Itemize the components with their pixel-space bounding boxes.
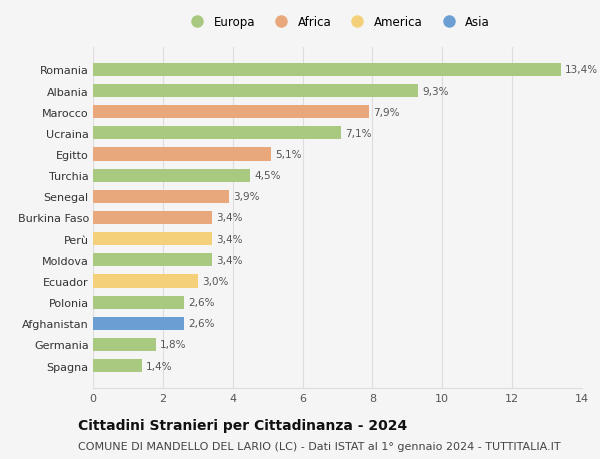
- Text: 3,4%: 3,4%: [216, 234, 242, 244]
- Text: 7,9%: 7,9%: [373, 107, 400, 118]
- Bar: [93, 254, 212, 267]
- Bar: [93, 359, 142, 372]
- Bar: [93, 212, 212, 224]
- Bar: [93, 190, 229, 203]
- Text: 3,4%: 3,4%: [216, 255, 242, 265]
- Bar: [93, 127, 341, 140]
- Text: 1,4%: 1,4%: [146, 361, 173, 371]
- Text: 2,6%: 2,6%: [188, 297, 215, 308]
- Text: 2,6%: 2,6%: [188, 319, 215, 329]
- Bar: [93, 85, 418, 98]
- Bar: [93, 106, 369, 119]
- Text: 9,3%: 9,3%: [422, 86, 449, 96]
- Text: Cittadini Stranieri per Cittadinanza - 2024: Cittadini Stranieri per Cittadinanza - 2…: [78, 418, 407, 432]
- Text: COMUNE DI MANDELLO DEL LARIO (LC) - Dati ISTAT al 1° gennaio 2024 - TUTTITALIA.I: COMUNE DI MANDELLO DEL LARIO (LC) - Dati…: [78, 441, 560, 451]
- Text: 1,8%: 1,8%: [160, 340, 187, 350]
- Text: 4,5%: 4,5%: [254, 171, 281, 181]
- Bar: [93, 338, 156, 351]
- Bar: [93, 233, 212, 246]
- Legend: Europa, Africa, America, Asia: Europa, Africa, America, Asia: [183, 13, 492, 31]
- Text: 7,1%: 7,1%: [345, 129, 371, 139]
- Text: 3,0%: 3,0%: [202, 276, 229, 286]
- Bar: [93, 148, 271, 161]
- Text: 3,9%: 3,9%: [233, 192, 260, 202]
- Bar: [93, 169, 250, 182]
- Text: 5,1%: 5,1%: [275, 150, 302, 160]
- Bar: [93, 296, 184, 309]
- Text: 3,4%: 3,4%: [216, 213, 242, 223]
- Bar: [93, 64, 561, 77]
- Bar: [93, 317, 184, 330]
- Text: 13,4%: 13,4%: [565, 65, 598, 75]
- Bar: [93, 275, 198, 288]
